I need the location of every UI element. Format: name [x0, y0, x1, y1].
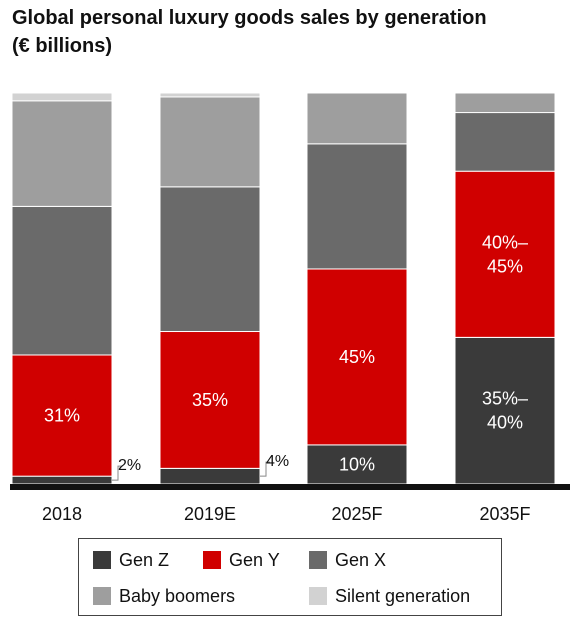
- legend-item-gen-x: Gen X: [309, 549, 386, 571]
- bar-segment-baby-boomers-2018: [11, 100, 113, 207]
- bar-segment-gen-x-2018: [11, 205, 113, 356]
- x-axis-baseline: [10, 484, 570, 490]
- bar-segment-gen-z-2035f: [454, 336, 556, 485]
- legend-label-gen-y: Gen Y: [229, 549, 280, 570]
- data-label-gen-z-2035f: 35%– 40%: [482, 389, 528, 433]
- bar-segment-silent-generation-2019e: [159, 92, 261, 98]
- bar-segment-gen-z-2025f: [306, 444, 408, 485]
- category-label-2018: 2018: [42, 504, 82, 524]
- category-label-2035f: 2035F: [479, 504, 530, 524]
- bar-segment-gen-x-2025f: [306, 143, 408, 270]
- bar-segment-gen-y-2018: [11, 354, 113, 477]
- bar-segment-gen-z-2018: [11, 475, 113, 485]
- bar-segment-gen-y-2019e: [159, 331, 261, 469]
- legend-swatch-gen-y: [203, 551, 221, 569]
- bar-segment-baby-boomers-2025f: [306, 92, 408, 145]
- data-label-gen-z-outside-2018: 2%: [118, 457, 141, 474]
- bar-segment-gen-x-2035f: [454, 112, 556, 172]
- category-label-2025f: 2025F: [331, 504, 382, 524]
- leader-line-2019e: [260, 461, 270, 477]
- legend-label-silent-generation: Silent generation: [335, 585, 471, 606]
- bar-segment-gen-y-2035f: [454, 170, 556, 338]
- legend-swatch-gen-x: [309, 551, 327, 569]
- stacked-bar-chart: 31% 2% 35% 4% 10% 45% 35%– 40% 40%– 45% 2018 2019E…: [10, 92, 570, 524]
- legend-item-gen-y: Gen Y: [203, 549, 280, 571]
- data-label-gen-y-2018: 31%: [44, 406, 80, 426]
- labels-group: 31% 2% 35% 4% 10% 45% 35%– 40% 40%– 45%: [44, 232, 528, 481]
- category-label-2019e: 2019E: [184, 504, 236, 524]
- bar-segment-baby-boomers-2019e: [159, 96, 261, 188]
- data-label-gen-z-2025f: 10%: [339, 454, 375, 474]
- legend-swatch-gen-z: [93, 551, 111, 569]
- category-labels-group: 2018 2019E 2025F 2035F: [42, 504, 531, 524]
- legend-label-gen-z: Gen Z: [119, 549, 170, 570]
- chart-title: Global personal luxury goods sales by ge…: [12, 4, 572, 60]
- legend: Gen Z Gen Y Gen X Baby boomers Silent ge…: [78, 538, 502, 616]
- legend-swatch-baby-boomers: [93, 587, 111, 605]
- legend-item-gen-z: Gen Z: [93, 549, 169, 571]
- bar-segment-gen-y-2025f: [306, 268, 408, 446]
- bar-segment-gen-x-2019e: [159, 186, 261, 333]
- legend-item-silent-generation: Silent generation: [309, 585, 470, 607]
- data-label-gen-z-outside-2019e: 4%: [266, 453, 289, 470]
- legend-label-gen-x: Gen X: [335, 549, 387, 570]
- legend-item-baby-boomers: Baby boomers: [93, 585, 235, 607]
- chart-title-line-1: Global personal luxury goods sales by ge…: [12, 7, 487, 29]
- chart-title-line-2: (€ billions): [12, 35, 112, 57]
- bar-segment-silent-generation-2018: [11, 92, 113, 102]
- bar-segment-gen-z-2019e: [159, 467, 261, 485]
- bars-group: [11, 92, 556, 485]
- legend-swatch-silent-generation: [309, 587, 327, 605]
- legend-label-baby-boomers: Baby boomers: [119, 585, 236, 606]
- bar-segment-baby-boomers-2035f: [454, 92, 556, 114]
- data-label-gen-y-2035f: 40%– 45%: [482, 232, 528, 276]
- data-label-gen-y-2025f: 45%: [339, 347, 375, 367]
- data-label-gen-y-2019e: 35%: [192, 390, 228, 410]
- leader-line-2018: [112, 465, 122, 481]
